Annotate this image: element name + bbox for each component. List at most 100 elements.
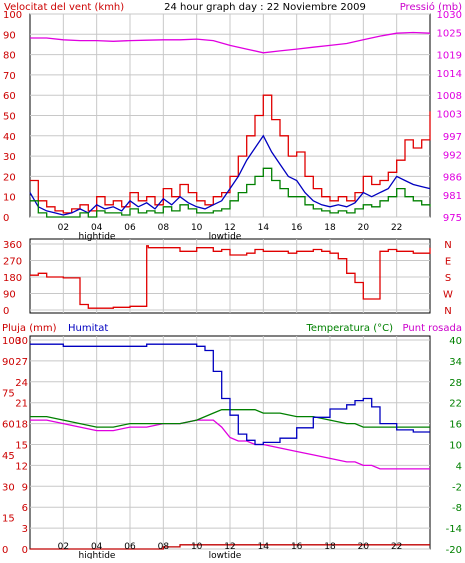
temperature-label: Temperatura (°C) [305,323,393,334]
rain-y-tick-6: 6 [22,503,28,514]
chart-title: 24 hour graph day : 22 Noviembre 2009 [164,2,366,13]
pressure-y-tick-1003: 1003 [437,110,462,121]
hightide-label-bottom: hightide [79,551,116,559]
temperature-y-tick-34: 34 [449,357,462,368]
direction-y-tick-360: 360 [3,240,22,251]
climate-x-tick-16: 16 [291,542,303,552]
rain-y-tick-18: 18 [15,420,28,431]
rain-y-tick-21: 21 [15,399,28,410]
humidity-y-tick-75: 75 [2,388,15,399]
wind-x-tick-16: 16 [291,223,303,233]
direction-compass-0: N [444,306,451,317]
direction-compass-360: N [444,240,451,251]
wind-x-tick-14: 14 [258,223,270,233]
temperature-y-tick--2: -2 [452,482,462,493]
wind-x-tick-08: 08 [158,223,170,233]
wind-x-tick-02: 02 [58,223,69,233]
climate-x-tick-12: 12 [224,542,235,552]
climate-x-tick-08: 08 [158,542,170,552]
temperature-y-tick-28: 28 [449,378,462,389]
wind-y-tick-30: 30 [3,152,16,163]
humidity-y-tick-45: 45 [2,451,15,462]
humidity-y-tick-100: 100 [2,336,21,347]
lowtide-label-top: lowtide [209,232,242,242]
climate-x-tick-22: 22 [391,542,402,552]
wind-direction-line [30,245,431,309]
wind-y-tick-0: 0 [3,213,9,224]
hightide-label-top: hightide [79,232,116,242]
wind-average-line [29,134,431,216]
temperature-y-tick--20: -20 [446,545,462,556]
climate-x-tick-14: 14 [258,542,270,552]
direction-compass-180: S [445,273,451,284]
rain-y-tick-24: 24 [15,378,28,389]
pressure-y-tick-1019: 1019 [437,51,462,62]
rain-y-tick-0: 0 [22,545,28,556]
rain-y-tick-27: 27 [15,357,28,368]
humidity-y-tick-15: 15 [2,514,15,525]
pressure-y-tick-975: 975 [443,213,462,224]
pressure-y-tick-1025: 1025 [437,28,462,39]
rain-y-tick-12: 12 [15,461,28,472]
direction-compass-90: W [443,290,453,301]
wind-x-tick-12: 12 [224,223,235,233]
climate-x-tick-04: 04 [91,542,103,552]
temperature-y-tick-22: 22 [449,399,462,410]
wind-y-tick-10: 10 [3,193,16,204]
wind-speed-label: Velocitat del vent (kmh) [4,2,124,13]
wind-y-tick-100: 100 [3,10,22,21]
pressure-y-tick-986: 986 [443,172,462,183]
wind-y-tick-60: 60 [3,91,16,102]
lowtide-label-bottom: lowtide [209,551,242,559]
pressure-y-tick-1030: 1030 [437,10,462,21]
wind-x-tick-06: 06 [124,223,136,233]
wind-y-tick-20: 20 [3,172,16,183]
wind-x-tick-22: 22 [391,223,402,233]
pressure-y-tick-981: 981 [443,191,462,202]
pressure-y-tick-1008: 1008 [437,91,462,102]
wind-x-tick-04: 04 [91,223,103,233]
direction-compass-270: E [445,257,451,268]
wind-x-tick-10: 10 [191,223,203,233]
temperature-y-tick-16: 16 [449,420,462,431]
pressure-y-tick-992: 992 [443,150,462,161]
wind-y-tick-40: 40 [3,132,16,143]
rain-y-tick-30: 30 [15,336,28,347]
rain-y-tick-3: 3 [22,524,28,535]
humidity-y-tick-30: 30 [2,482,15,493]
wind-minimum-line [30,167,431,218]
direction-y-tick-0: 0 [3,306,9,317]
pressure-y-tick-1014: 1014 [437,69,462,80]
wind-gust-line [30,94,431,214]
temperature-line [30,409,430,428]
dewpoint-line [30,419,430,470]
pressure-label: Pressió (mb) [400,1,462,13]
temperature-y-tick--14: -14 [446,524,462,535]
rain-y-tick-9: 9 [22,482,28,493]
rain-y-tick-15: 15 [15,441,28,452]
climate-x-tick-06: 06 [124,542,136,552]
climate-x-tick-20: 20 [358,542,370,552]
humidity-y-tick-0: 0 [2,545,8,556]
temperature-y-tick-10: 10 [449,441,462,452]
dewpoint-label: Punt rosada [403,323,462,334]
wind-y-tick-80: 80 [3,51,16,62]
wind-y-tick-70: 70 [3,71,16,82]
direction-y-tick-90: 90 [3,290,16,301]
pressure-y-tick-997: 997 [443,132,462,143]
pressure-line [30,31,431,54]
direction-y-tick-180: 180 [3,273,22,284]
temperature-y-tick--8: -8 [452,503,462,514]
humidity-y-tick-60: 60 [2,420,15,431]
rain-line [30,544,430,550]
temperature-y-tick-4: 4 [456,461,462,472]
climate-x-tick-02: 02 [58,542,69,552]
wind-y-tick-90: 90 [3,30,16,41]
wind-x-tick-18: 18 [324,223,336,233]
humidity-y-tick-90: 90 [2,357,15,368]
wind-x-tick-20: 20 [358,223,370,233]
humidity-label: Humitat [68,323,108,334]
climate-x-tick-18: 18 [324,542,336,552]
humidity-line [30,343,430,446]
